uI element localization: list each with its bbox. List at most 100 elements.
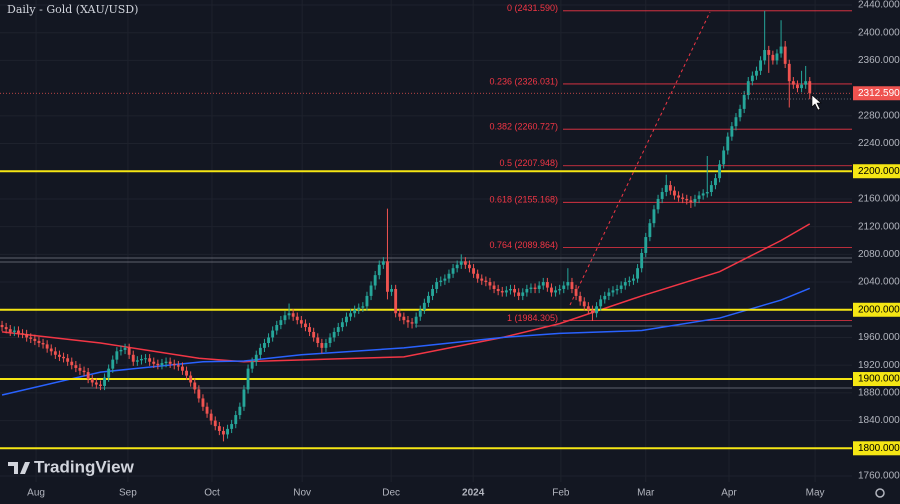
y-tick-label: 1920.000 bbox=[858, 360, 900, 371]
fib-label: 0.764 (2089.864) bbox=[489, 240, 558, 250]
candle-body bbox=[246, 368, 250, 390]
candle-body bbox=[656, 198, 660, 210]
candle-body bbox=[197, 389, 201, 399]
candle-body bbox=[759, 60, 763, 71]
candle-body bbox=[406, 320, 410, 323]
candle-body bbox=[509, 288, 512, 291]
candle-body bbox=[201, 398, 205, 407]
candle-body bbox=[640, 252, 644, 269]
candle-body bbox=[340, 322, 344, 328]
candle-body bbox=[304, 323, 307, 328]
candle-body bbox=[484, 280, 488, 283]
candle-body bbox=[94, 382, 98, 385]
candle-body bbox=[632, 278, 635, 281]
candle-body bbox=[361, 306, 365, 308]
candle-body bbox=[29, 337, 33, 339]
candle-body bbox=[730, 126, 734, 137]
candle-body bbox=[320, 343, 324, 348]
y-tick-label: 1880.000 bbox=[858, 388, 900, 399]
candle-body bbox=[582, 301, 586, 307]
candle-body bbox=[537, 285, 541, 289]
candle-body bbox=[554, 290, 557, 293]
candle-body bbox=[336, 327, 340, 332]
settings-icon[interactable] bbox=[875, 488, 885, 498]
level-tag bbox=[853, 441, 900, 456]
candle-body bbox=[746, 81, 750, 96]
candle-body bbox=[488, 282, 492, 286]
candle-body bbox=[66, 358, 70, 362]
grid bbox=[0, 0, 852, 482]
candle-body bbox=[181, 366, 184, 371]
candle-body bbox=[254, 354, 258, 362]
candle-body bbox=[144, 358, 147, 360]
candle-body bbox=[607, 292, 611, 296]
drawings bbox=[0, 11, 852, 389]
candle-body bbox=[230, 424, 234, 429]
candle-body bbox=[599, 299, 603, 307]
candle-body bbox=[664, 185, 668, 193]
fib-label: 0.618 (2155.168) bbox=[489, 195, 558, 205]
x-tick-label: Dec bbox=[382, 488, 400, 499]
candle-body bbox=[390, 288, 393, 292]
candle-body bbox=[480, 278, 484, 281]
candle-body bbox=[414, 316, 418, 324]
candle-body bbox=[135, 360, 139, 362]
candle-body bbox=[25, 334, 29, 338]
candle-body bbox=[800, 84, 804, 89]
candle-body bbox=[779, 46, 783, 54]
candle-body bbox=[287, 313, 291, 316]
cursor bbox=[811, 94, 822, 111]
candle-body bbox=[783, 46, 787, 64]
candle-body bbox=[435, 282, 439, 289]
candle-body bbox=[558, 288, 562, 291]
candle-body bbox=[652, 209, 656, 224]
candle-body bbox=[78, 367, 82, 371]
candle-body bbox=[427, 295, 430, 303]
level-tag bbox=[853, 164, 900, 179]
y-tick-label: 1760.000 bbox=[858, 471, 900, 482]
candle-body bbox=[213, 420, 217, 427]
fib-label: 0.236 (2326.031) bbox=[489, 76, 558, 86]
candle-body bbox=[258, 347, 262, 355]
y-tick-label: 2120.000 bbox=[858, 221, 900, 232]
y-tick-label: 2280.000 bbox=[858, 110, 900, 121]
candle-body bbox=[283, 315, 287, 321]
candle-body bbox=[242, 389, 246, 407]
candle-body bbox=[402, 316, 406, 321]
candle-body bbox=[451, 268, 455, 274]
candle-body bbox=[312, 331, 316, 338]
candle-body bbox=[316, 337, 320, 344]
candle-body bbox=[578, 295, 582, 302]
candle-body bbox=[447, 273, 451, 279]
y-tick-label: 1960.000 bbox=[858, 332, 900, 343]
x-tick-label: Oct bbox=[204, 488, 220, 499]
candle-body bbox=[705, 192, 709, 194]
last-price-label: 2312.590 bbox=[858, 88, 900, 99]
candle-body bbox=[787, 63, 791, 82]
candle-body bbox=[205, 406, 209, 414]
candle-body bbox=[492, 285, 496, 289]
candle-body bbox=[189, 375, 193, 383]
candle-body bbox=[472, 268, 475, 274]
candle-body bbox=[119, 349, 123, 352]
candle-body bbox=[299, 320, 303, 324]
candle-body bbox=[111, 359, 115, 369]
logo: TradingView bbox=[8, 457, 135, 476]
y-tick-label: 2240.000 bbox=[858, 138, 900, 149]
candle-body bbox=[726, 136, 730, 151]
candle-body bbox=[345, 316, 348, 323]
y-tick-label: 2080.000 bbox=[858, 249, 900, 260]
candle-body bbox=[156, 363, 160, 366]
candle-body bbox=[185, 370, 188, 376]
candle-body bbox=[545, 282, 549, 288]
candle-body bbox=[381, 261, 385, 265]
candle-body bbox=[513, 288, 516, 293]
candle-body bbox=[443, 278, 447, 281]
x-tick-label: Apr bbox=[721, 488, 737, 499]
candle-body bbox=[775, 53, 779, 61]
y-tick-label: 2400.000 bbox=[858, 27, 900, 38]
candle-body bbox=[533, 287, 537, 289]
candle-body bbox=[517, 292, 521, 296]
candle-body bbox=[172, 363, 176, 366]
